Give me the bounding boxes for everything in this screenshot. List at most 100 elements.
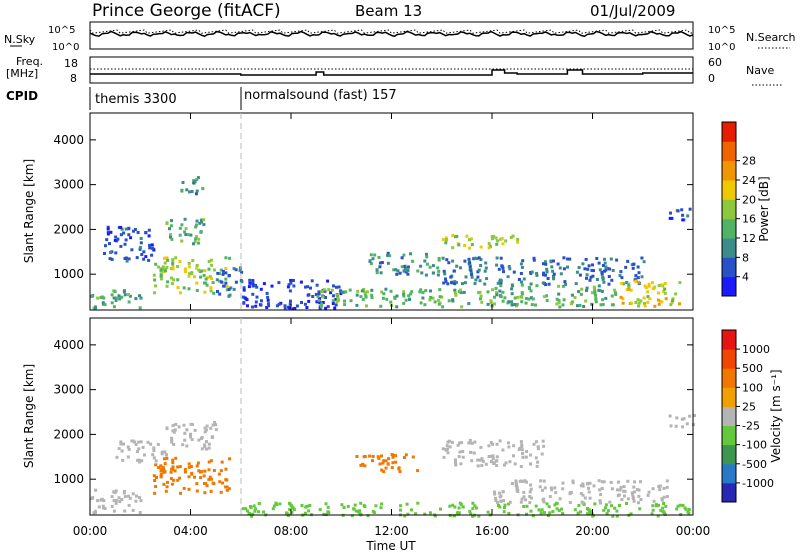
heatmap-cell [512, 444, 516, 448]
heatmap-cell [535, 464, 539, 468]
heatmap-cell [585, 289, 588, 293]
heatmap-cell [209, 459, 213, 463]
power-colorbar-tick: 8 [742, 251, 749, 264]
heatmap-cell [610, 504, 613, 508]
heatmap-cell [361, 297, 365, 301]
heatmap-cell [630, 491, 634, 495]
heatmap-cell [314, 293, 318, 296]
heatmap-cell [164, 269, 167, 273]
heatmap-cell [611, 269, 615, 272]
heatmap-cell [165, 256, 169, 260]
heatmap-cell [547, 505, 551, 509]
heatmap-cell [205, 283, 209, 287]
noise-search-line [89, 29, 694, 34]
heatmap-cell [597, 288, 601, 292]
heatmap-cell [122, 491, 126, 495]
heatmap-cell [629, 512, 633, 516]
heatmap-cell [278, 502, 282, 506]
heatmap-cell [632, 262, 636, 266]
heatmap-cell [480, 300, 484, 304]
heatmap-cell [185, 188, 189, 192]
heatmap-cell [195, 489, 199, 493]
heatmap-cell [441, 256, 445, 260]
heatmap-cell [447, 261, 451, 265]
heatmap-cell [429, 296, 433, 299]
heatmap-cell [391, 455, 395, 459]
heatmap-cell [117, 496, 121, 500]
heatmap-cell [674, 292, 678, 296]
heatmap-cell [192, 242, 195, 246]
heatmap-cell [419, 301, 423, 305]
heatmap-cell [545, 267, 549, 271]
heatmap-cell [451, 299, 455, 303]
heatmap-cell [609, 480, 613, 484]
heatmap-cell [529, 496, 533, 500]
heatmap-cell [165, 266, 169, 270]
heatmap-cell [119, 225, 123, 229]
heatmap-cell [380, 468, 384, 472]
heatmap-cell [543, 486, 547, 490]
heatmap-cell [665, 479, 669, 483]
heatmap-cell [631, 492, 635, 496]
heatmap-cell [290, 510, 294, 514]
heatmap-cell [634, 279, 638, 283]
heatmap-cell [94, 488, 98, 492]
heatmap-cell [395, 305, 399, 309]
heatmap-cell [476, 275, 480, 279]
heatmap-cell [424, 273, 428, 277]
heatmap-cell [464, 275, 468, 279]
heatmap-cell [283, 306, 287, 310]
heatmap-cell [203, 281, 206, 285]
heatmap-cell [611, 303, 615, 307]
colorbar-segment [722, 406, 736, 427]
heatmap-cell [431, 264, 435, 268]
heatmap-cell [376, 455, 380, 459]
heatmap-cell [600, 289, 604, 293]
heatmap-cell [478, 458, 482, 462]
heatmap-cell [270, 284, 274, 288]
heatmap-cell [388, 254, 392, 258]
heatmap-cell [110, 301, 114, 305]
heatmap-cell [601, 298, 605, 302]
heatmap-cell [185, 444, 189, 448]
heatmap-cell [171, 429, 175, 433]
heatmap-cell [470, 275, 474, 279]
heatmap-cell [410, 290, 414, 294]
heatmap-cell [479, 445, 483, 449]
velocity-colorbar-tick: 1000 [742, 343, 770, 356]
colorbar-segment [722, 199, 736, 220]
heatmap-cell [419, 264, 423, 268]
heatmap-cell [621, 282, 625, 286]
heatmap-cell [686, 214, 690, 218]
heatmap-cell [176, 265, 180, 268]
heatmap-cell [594, 293, 597, 297]
heatmap-cell [510, 303, 514, 307]
heatmap-cell [152, 446, 156, 450]
heatmap-cell [529, 462, 533, 466]
heatmap-cell [588, 278, 592, 282]
heatmap-cell [555, 297, 559, 301]
heatmap-cell [637, 494, 641, 498]
heatmap-cell [627, 283, 631, 287]
heatmap-cell [448, 445, 452, 449]
heatmap-cell [271, 507, 275, 511]
velocity-colorbar-label: Velocity [m s⁻¹] [769, 369, 783, 462]
heatmap-cell [619, 295, 623, 299]
heatmap-cell [207, 267, 211, 271]
heatmap-cell [498, 495, 502, 499]
heatmap-cell [147, 228, 151, 232]
heatmap-cell [681, 218, 685, 222]
heatmap-cell [489, 441, 493, 445]
heatmap-cell [581, 262, 585, 266]
noise-right-label: N.Search [746, 31, 796, 44]
heatmap-cell [119, 442, 123, 446]
heatmap-cell [439, 507, 442, 511]
heatmap-cell [194, 192, 198, 196]
heatmap-cell [395, 272, 399, 276]
heatmap-cell [461, 450, 465, 453]
heatmap-cell [275, 304, 279, 308]
heatmap-cell [634, 274, 638, 278]
heatmap-cell [238, 268, 242, 272]
heatmap-cell [178, 233, 182, 237]
heatmap-cell [147, 258, 151, 262]
